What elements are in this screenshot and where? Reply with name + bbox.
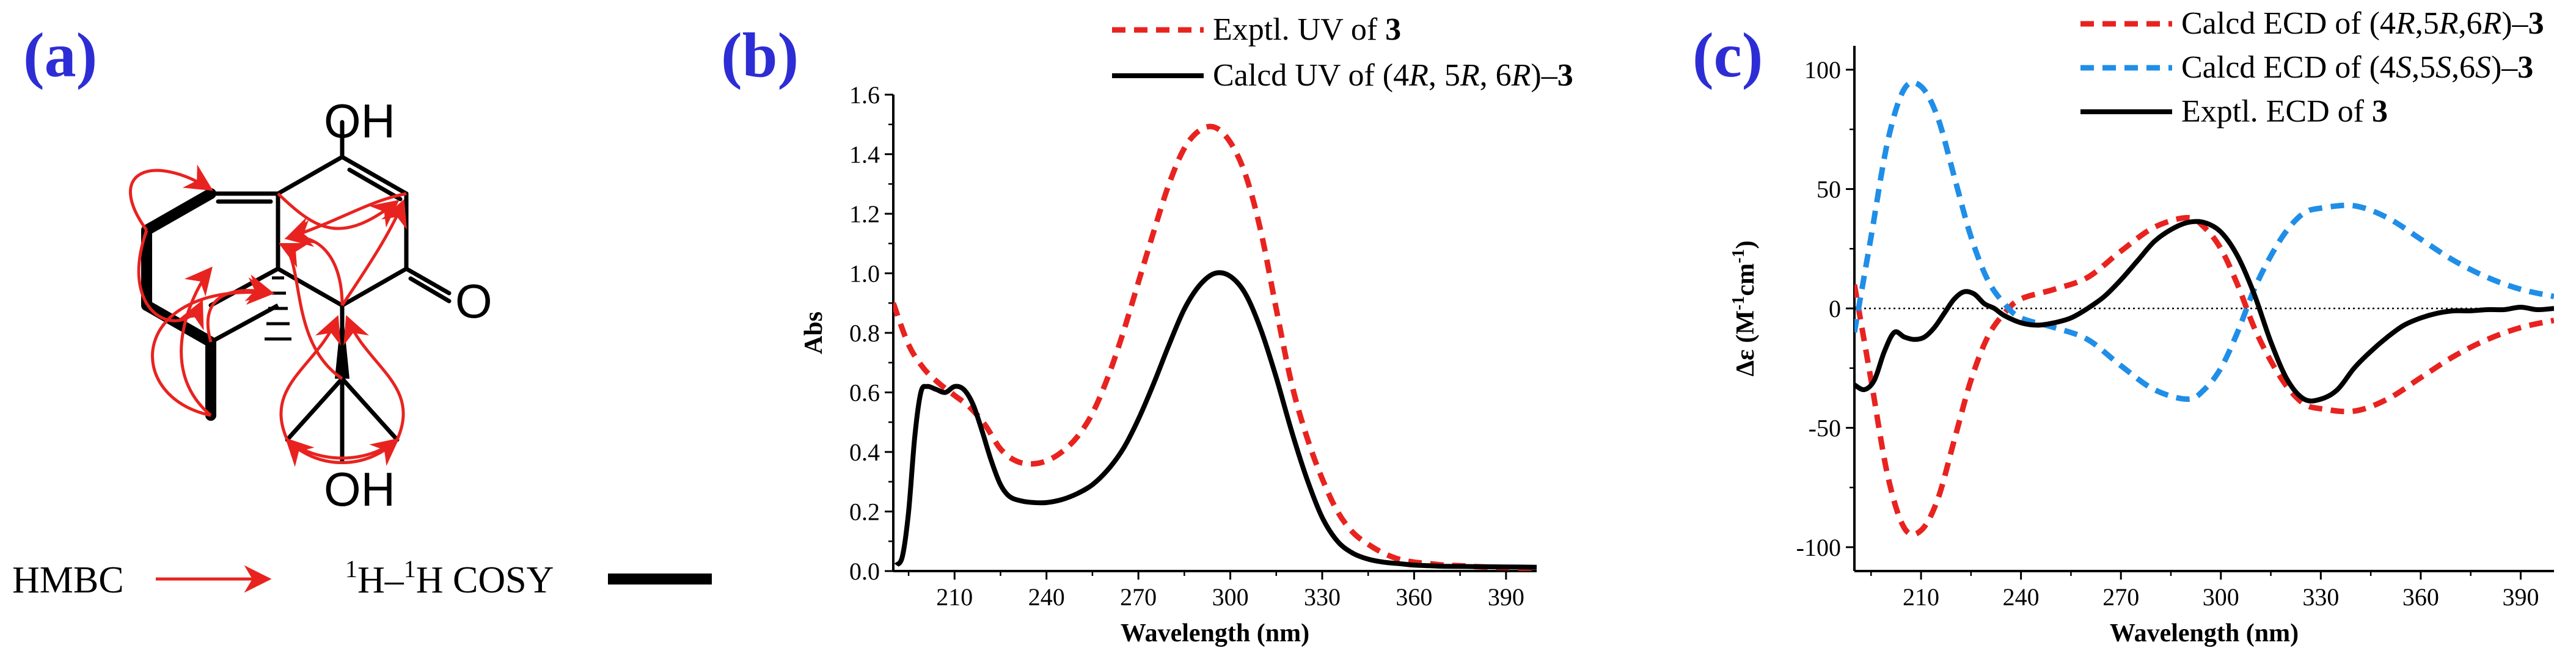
atom-o-ketone: O xyxy=(455,274,492,328)
y-tick-label: 0.8 xyxy=(849,319,880,347)
legend-entry: Exptl. ECD of 3 xyxy=(2181,94,2388,129)
bond xyxy=(285,376,345,442)
bond xyxy=(276,155,345,196)
panel-b-label: (b) xyxy=(721,20,799,90)
panel-a: (a) xyxy=(12,20,712,601)
uv-chart: 210 240 270 300 330 360 390 0.0 0.2 0.4 0.6 0.8 1.0 1… xyxy=(800,12,1573,647)
ecd-chart: 210 240 270 300 330 360 390 -100 -50 0 50 100 Wavele… xyxy=(1729,6,2554,647)
bond xyxy=(208,266,280,308)
x-tick-label: 270 xyxy=(1120,583,1157,611)
series-line-black xyxy=(1854,219,2554,404)
x-tick-label: 360 xyxy=(2402,583,2439,611)
y-tick-label: 0.0 xyxy=(849,558,880,585)
legend-entry: Calcd ECD of (4S,5S,6S)–3 xyxy=(2181,50,2533,85)
panel-b: (b) 210 240 270 300 330 360 390 0.0 0.2 0.4 0.6 0.8… xyxy=(721,12,1573,647)
y-tick-label: 1.4 xyxy=(849,141,880,169)
bond xyxy=(408,276,452,304)
x-tick-label: 360 xyxy=(1396,583,1432,611)
y-tick-label: -100 xyxy=(1796,534,1841,561)
x-tick-label: 330 xyxy=(2302,583,2339,611)
legend-entry: Exptl. UV of 3 xyxy=(1213,12,1401,47)
bond xyxy=(404,266,452,296)
y-axis-label: Δε (M-1cm-1) xyxy=(1729,241,1760,377)
y-tick-label: 100 xyxy=(1804,56,1841,84)
x-tick-label: 390 xyxy=(2502,583,2539,611)
series-line-red xyxy=(1854,215,2554,537)
y-tick-label: 50 xyxy=(1817,176,1841,203)
legend-entry: Calcd ECD of (4R,5R,6R)–3 xyxy=(2181,6,2544,41)
y-tick-label: 1.0 xyxy=(849,260,880,288)
panel-c-label: (c) xyxy=(1692,20,1763,90)
y-tick-label: 0.2 xyxy=(849,498,880,526)
panel-c: (c) 210 240 270 300 330 360 390 -100 -50 0 50 100 Wa… xyxy=(1692,6,2554,647)
x-tick-label: 240 xyxy=(2003,583,2040,611)
x-tick-label: 330 xyxy=(1304,583,1341,611)
bond xyxy=(210,303,279,344)
bond xyxy=(276,266,345,308)
x-tick-label: 390 xyxy=(1488,583,1524,611)
x-axis-label: Wavelength (nm) xyxy=(1121,619,1309,647)
x-tick-label: 210 xyxy=(1903,583,1939,611)
series-line-black xyxy=(894,270,1537,570)
x-tick-label: 210 xyxy=(936,583,973,611)
y-axis-label: Abs xyxy=(800,311,828,354)
y-tick-label: 0 xyxy=(1829,295,1841,322)
legend-entry: Calcd UV of (4R, 5R, 6R)–3 xyxy=(1213,58,1573,93)
x-tick-label: 240 xyxy=(1028,583,1065,611)
cosy-legend-label: 1H–1H COSY xyxy=(345,555,554,601)
hmbc-legend-label: HMBC xyxy=(12,559,124,601)
x-tick-label: 270 xyxy=(2102,583,2139,611)
series-line-red xyxy=(893,123,1537,571)
y-tick-label: 1.2 xyxy=(849,200,880,228)
x-axis-label: Wavelength (nm) xyxy=(2110,619,2299,647)
x-tick-label: 300 xyxy=(1212,583,1249,611)
atom-oh-top: OH xyxy=(324,94,395,148)
bond xyxy=(340,155,409,196)
hmbc-arrows xyxy=(128,164,407,467)
series-line-blue xyxy=(1854,79,2554,402)
wedge-bond xyxy=(335,305,349,379)
bond xyxy=(347,167,403,202)
panel-a-label: (a) xyxy=(23,20,97,90)
y-tick-label: 0.4 xyxy=(849,439,880,466)
y-tick-label: -50 xyxy=(1809,414,1841,442)
bond xyxy=(340,266,409,308)
x-tick-label: 300 xyxy=(2203,583,2239,611)
y-tick-label: 0.6 xyxy=(849,379,880,407)
y-tick-label: 1.6 xyxy=(849,81,880,109)
bond xyxy=(340,376,400,442)
atom-oh-bottom: OH xyxy=(324,462,395,516)
